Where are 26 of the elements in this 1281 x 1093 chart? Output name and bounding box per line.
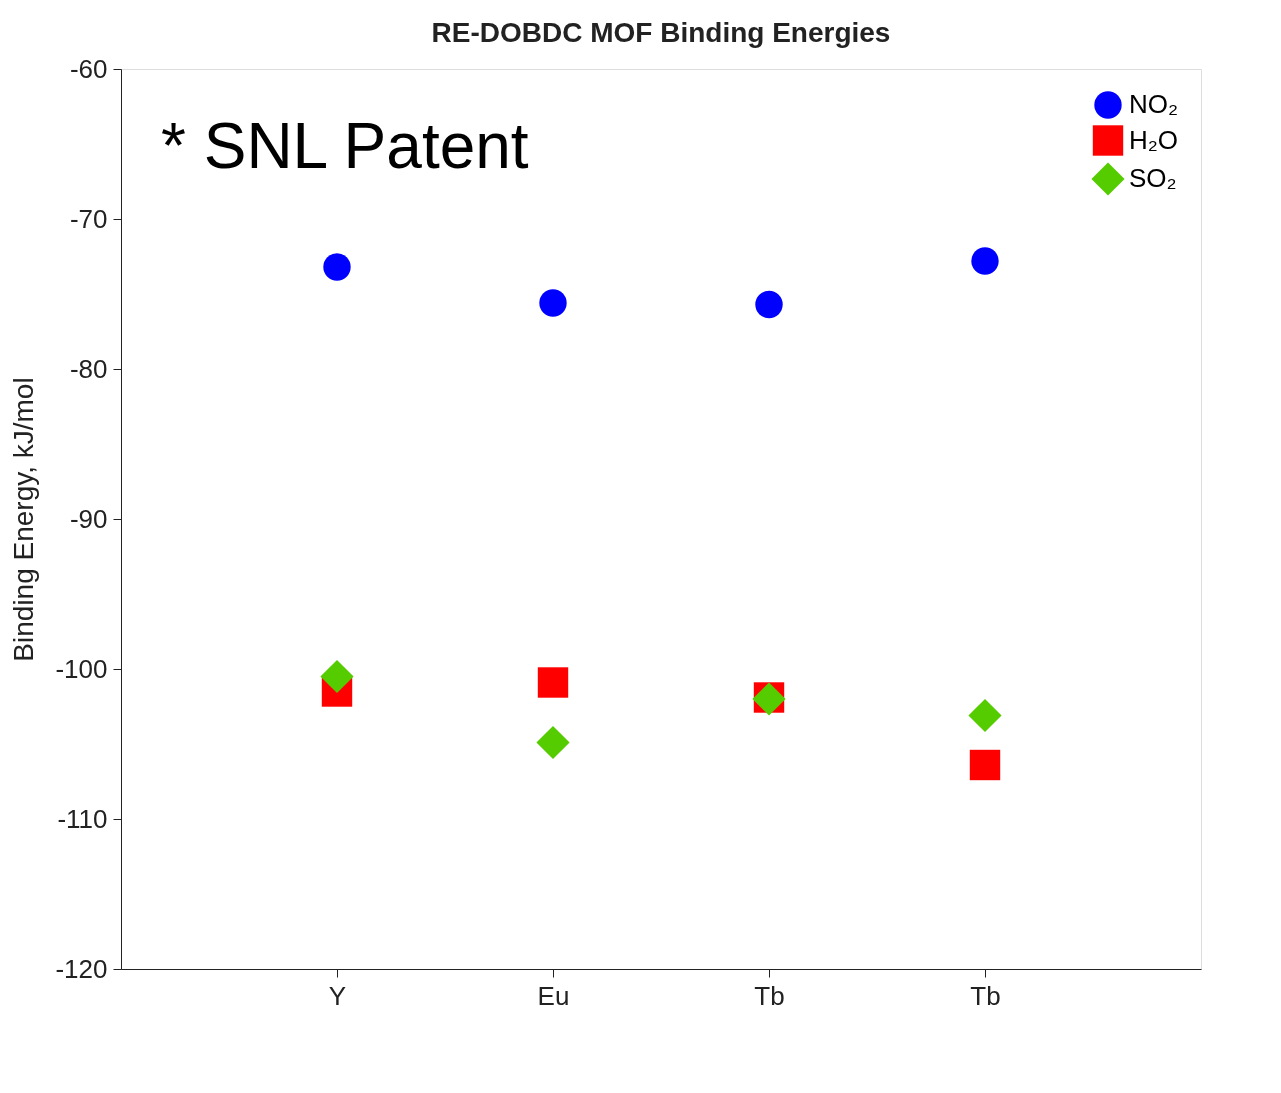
- point: [969, 749, 1001, 781]
- point: [971, 247, 999, 275]
- x-tick-label: Eu: [537, 980, 570, 1011]
- x-tick-label: Y: [328, 980, 347, 1011]
- legend-label: NO₂: [1129, 89, 1179, 119]
- annotation: * SNL Patent: [161, 110, 529, 182]
- y-tick-label: -100: [55, 653, 108, 684]
- point: [537, 667, 569, 698]
- point: [539, 289, 567, 317]
- x-tick-label: Tb: [970, 980, 1001, 1011]
- point: [968, 698, 1002, 733]
- point: [320, 659, 354, 694]
- legend-label: SO₂: [1129, 163, 1177, 193]
- y-tick-label: -80: [69, 353, 108, 384]
- point: [323, 253, 351, 281]
- legend-label: H₂O: [1129, 124, 1179, 155]
- y-tick-label: -90: [69, 503, 108, 534]
- point: [536, 725, 570, 760]
- y-tick-label: -110: [57, 803, 108, 834]
- y-tick-label: -70: [69, 203, 108, 234]
- point: [755, 290, 783, 319]
- x-tick-label: Tb: [754, 980, 785, 1011]
- y-axis-title: Binding Energy, kJ/mol: [8, 377, 40, 662]
- y-tick-label: -120: [55, 953, 108, 984]
- y-tick-label: -60: [69, 53, 108, 84]
- chart-title: RE-DOBDC MOF Binding Energies: [431, 17, 891, 48]
